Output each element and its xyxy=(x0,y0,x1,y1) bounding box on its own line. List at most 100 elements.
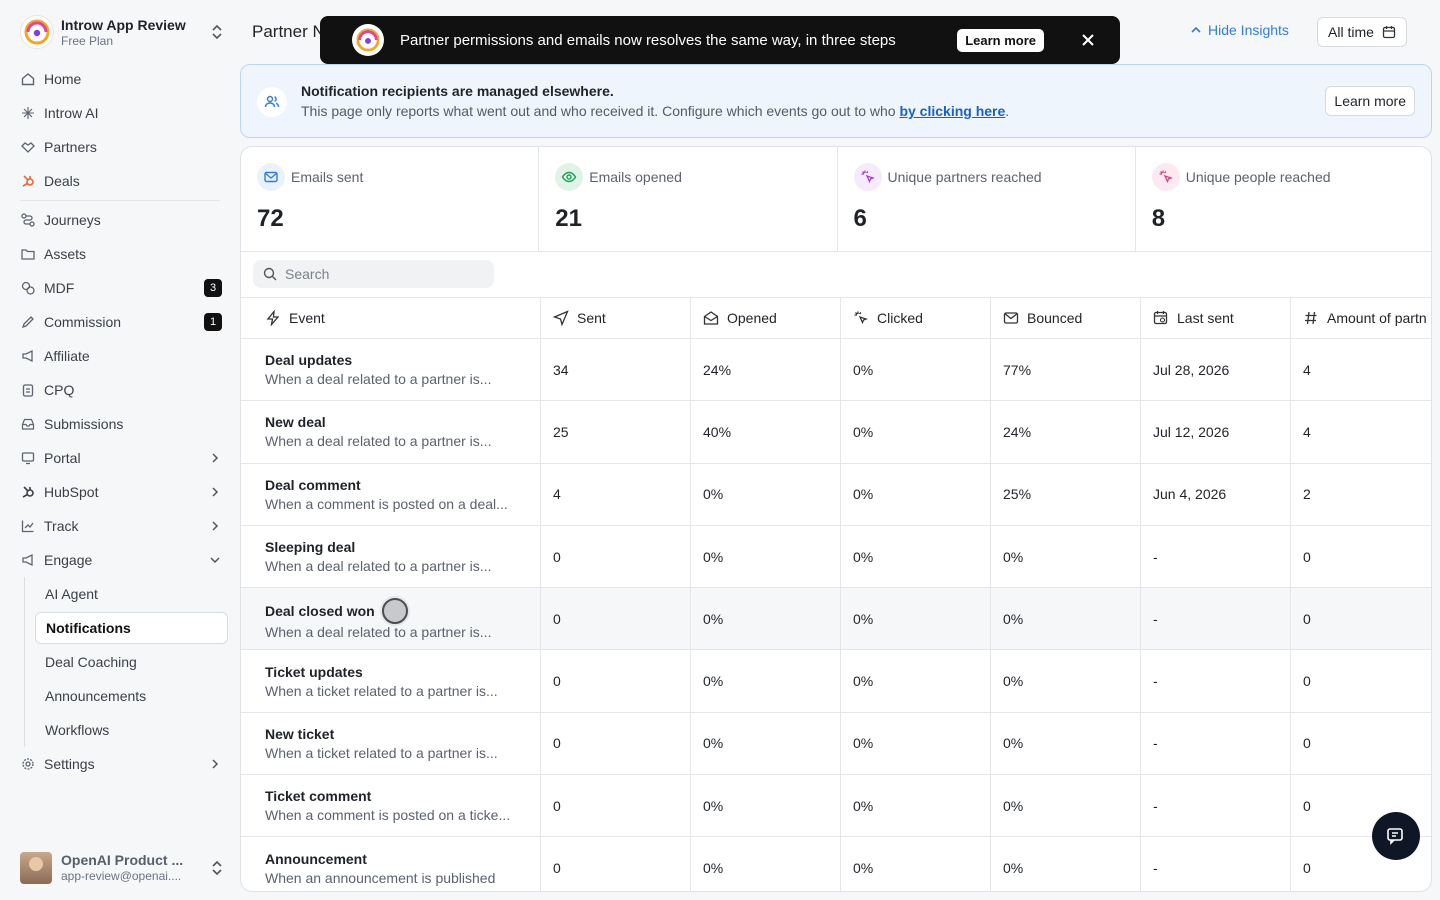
event-title: Deal updates xyxy=(265,352,353,369)
column-header-event[interactable]: Event xyxy=(241,298,541,338)
events-table: Event Sent Opened Clicked Bounced Last s… xyxy=(241,297,1431,891)
sidebar-item-label: Partners xyxy=(44,139,97,155)
sidebar-item-ai-agent[interactable]: AI Agent xyxy=(35,577,228,611)
opened-cell: 24% xyxy=(691,339,841,401)
folder-icon xyxy=(20,246,36,262)
bounced-cell: 24% xyxy=(991,401,1141,463)
event-title-wrap: Deal closed won xyxy=(265,597,540,624)
sidebar-item-label: Engage xyxy=(44,552,93,568)
sidebar-item-portal[interactable]: Portal xyxy=(14,441,228,475)
sidebar-item-deals[interactable]: Deals xyxy=(14,164,228,198)
sidebar-item-engage[interactable]: Engage xyxy=(14,543,228,577)
clipboard-icon xyxy=(20,382,36,398)
close-icon[interactable] xyxy=(1080,32,1096,48)
banner-learn-more-button[interactable]: Learn more xyxy=(1325,86,1415,116)
column-header-bounced[interactable]: Bounced xyxy=(991,298,1141,338)
event-description: When a comment is posted on a ticke... xyxy=(265,807,511,824)
column-header-amount-of-partners[interactable]: Amount of partn xyxy=(1291,298,1431,338)
opened-cell: 40% xyxy=(691,401,841,463)
handshake-icon xyxy=(20,139,36,155)
chat-button[interactable] xyxy=(1372,812,1420,860)
sidebar-item-submissions[interactable]: Submissions xyxy=(14,407,228,441)
table-row[interactable]: New ticket When a ticket related to a par… xyxy=(241,712,1431,776)
coins-icon xyxy=(20,280,36,296)
table-row[interactable]: Ticket updates When a ticket related to a… xyxy=(241,650,1431,713)
user-menu[interactable]: OpenAI Product ... app-review@openai.... xyxy=(20,852,224,884)
event-cell: Deal closed won When a deal related to a … xyxy=(241,588,541,650)
sidebar-item-label: Commission xyxy=(44,314,122,330)
sidebar-item-label: AI Agent xyxy=(45,586,98,602)
sent-cell: 4 xyxy=(541,463,691,525)
sidebar-item-deal-coaching[interactable]: Deal Coaching xyxy=(35,645,228,679)
sidebar-divider xyxy=(20,200,220,201)
click-icon xyxy=(1151,163,1180,191)
sidebar-item-label: CPQ xyxy=(44,382,75,398)
stat-value: 8 xyxy=(1151,205,1166,232)
amount-cell: 2 xyxy=(1303,486,1311,503)
bounced-cell: 25% xyxy=(991,463,1141,525)
workspace-plan: Free Plan xyxy=(61,33,114,48)
mdf-count-badge: 3 xyxy=(204,279,222,297)
sidebar-item-settings[interactable]: Settings xyxy=(14,747,228,781)
date-filter-button[interactable]: All time xyxy=(1317,17,1407,47)
table-row[interactable]: Deal comment When a comment is posted on … xyxy=(241,463,1431,526)
event-description: When a comment is posted on a deal... xyxy=(265,495,508,512)
sidebar-item-cpq[interactable]: CPQ xyxy=(14,373,228,407)
sidebar-item-notifications[interactable]: Notifications xyxy=(35,612,228,644)
lightning-icon xyxy=(266,310,280,326)
event-title: Sleeping deal xyxy=(265,539,356,556)
column-header-opened[interactable]: Opened xyxy=(691,298,841,338)
column-header-last-sent[interactable]: Last sent xyxy=(1141,298,1291,338)
event-description: When a ticket related to a partner is... xyxy=(265,744,498,761)
last-sent-cell: - xyxy=(1141,650,1291,712)
banner-link[interactable]: by clicking here xyxy=(899,103,1006,119)
notifications-card: Emails sent 72 Emails opened 21 Unique p… xyxy=(240,146,1432,892)
table-row[interactable]: Sleeping deal When a deal related to a pa… xyxy=(241,525,1431,589)
search-box xyxy=(253,260,494,288)
event-cell: New deal When a deal related to a partner… xyxy=(241,401,541,463)
sidebar-item-commission[interactable]: Commission 1 xyxy=(14,305,228,339)
column-header-sent[interactable]: Sent xyxy=(541,298,691,338)
sidebar-item-assets[interactable]: Assets xyxy=(14,237,228,271)
table-row[interactable]: New deal When a deal related to a partner… xyxy=(241,401,1431,464)
workspace-switcher[interactable]: Introw App Review Free Plan xyxy=(20,14,224,50)
announcement-toast: Partner permissions and emails now resol… xyxy=(320,16,1120,64)
last-sent-cell: Jun 4, 2026 xyxy=(1141,463,1291,525)
sidebar-item-track[interactable]: Track xyxy=(14,509,228,543)
banner-text: This page only reports what went out and… xyxy=(301,103,1009,119)
toast-learn-more-button[interactable]: Learn more xyxy=(957,28,1044,52)
sent-cell: 34 xyxy=(541,339,691,401)
chat-icon xyxy=(1387,828,1403,845)
mail-icon xyxy=(257,163,285,191)
sidebar-item-hubspot[interactable]: HubSpot xyxy=(14,475,228,509)
sidebar-item-partners[interactable]: Partners xyxy=(14,130,228,164)
column-header-label: Sent xyxy=(577,310,606,326)
chevron-up-down-icon xyxy=(212,24,222,40)
table-row[interactable]: Deal closed won When a deal related to a … xyxy=(241,588,1431,651)
page-title: Partner N xyxy=(252,22,325,41)
pen-icon xyxy=(20,314,36,330)
table-row[interactable]: Ticket comment When a comment is posted o… xyxy=(241,775,1431,838)
opened-cell: 0% xyxy=(691,775,841,837)
sidebar-item-affiliate[interactable]: Affiliate xyxy=(14,339,228,373)
sidebar-item-workflows[interactable]: Workflows xyxy=(35,713,228,747)
table-row[interactable]: Deal updates When a deal related to a par… xyxy=(241,339,1431,402)
column-header-clicked[interactable]: Clicked xyxy=(841,298,991,338)
calendar-clock-icon xyxy=(1153,311,1168,325)
table-row[interactable]: Announcement When an announcement is publ… xyxy=(241,837,1431,891)
sidebar-item-announcements[interactable]: Announcements xyxy=(35,679,228,713)
chevron-right-icon xyxy=(212,453,219,463)
sidebar-item-mdf[interactable]: MDF 3 xyxy=(14,271,228,305)
event-description: When a deal related to a partner is... xyxy=(265,623,492,640)
stat-label: Unique people reached xyxy=(1185,169,1331,185)
click-icon xyxy=(853,163,882,191)
search-input[interactable] xyxy=(285,266,475,282)
users-icon xyxy=(257,87,287,117)
sidebar-item-introw-ai[interactable]: Introw AI xyxy=(14,96,228,130)
sidebar-item-journeys[interactable]: Journeys xyxy=(14,203,228,237)
introw-logo-icon xyxy=(20,15,54,49)
event-title: Ticket updates xyxy=(265,663,363,680)
sidebar-item-home[interactable]: Home xyxy=(14,62,228,96)
clicked-cell: 0% xyxy=(841,712,991,775)
hide-insights-button[interactable]: Hide Insights xyxy=(1190,22,1289,38)
